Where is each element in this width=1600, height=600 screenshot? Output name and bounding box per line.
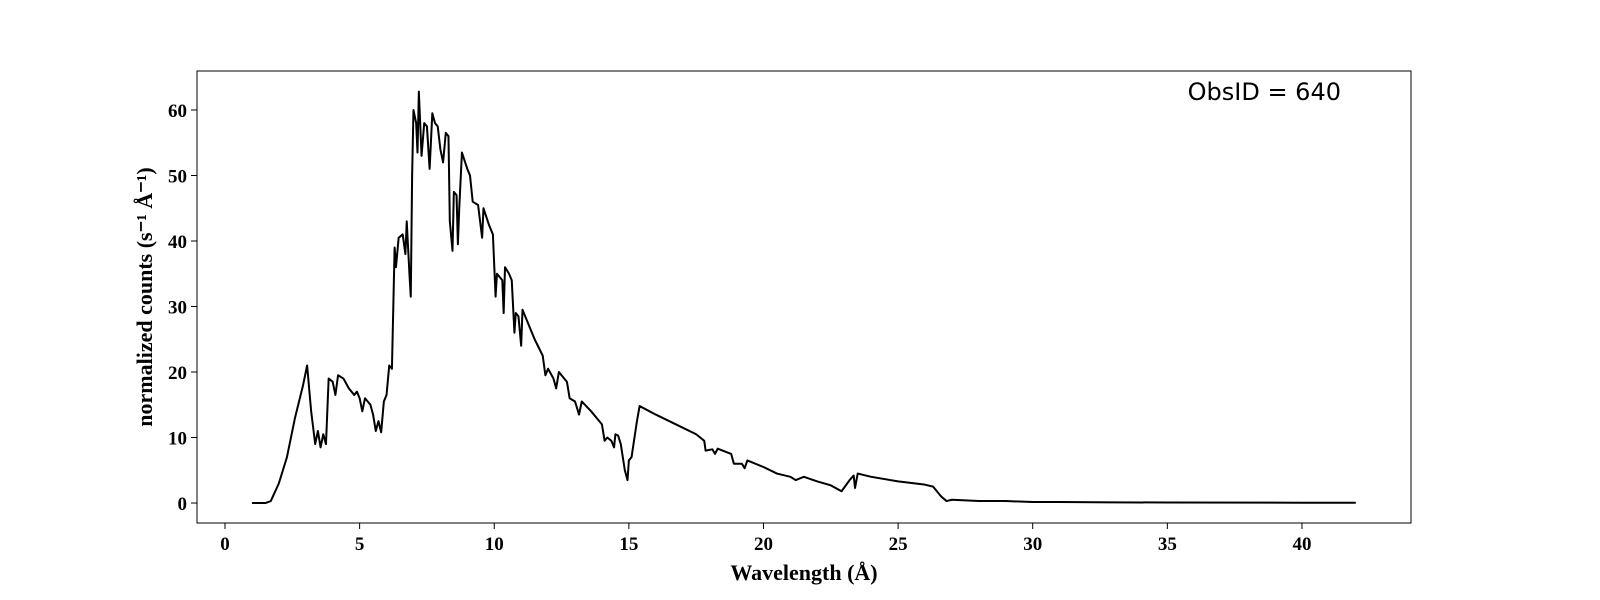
x-tick-label: 0	[220, 534, 230, 555]
y-tick-label: 20	[168, 363, 187, 384]
plot-frame	[196, 70, 1412, 524]
y-axis-label: normalized counts (s⁻¹ Å⁻¹)	[132, 167, 157, 426]
x-tick-label: 25	[889, 534, 908, 555]
y-tick-label: 0	[178, 494, 188, 515]
y-tick-label: 10	[168, 429, 187, 450]
x-tick-label: 35	[1158, 534, 1177, 555]
x-tick-label: 5	[355, 534, 365, 555]
y-tick-label: 60	[168, 101, 187, 122]
x-tick-label: 20	[754, 534, 773, 555]
x-axis-label: Wavelength (Å)	[730, 560, 877, 585]
y-tick-label: 30	[168, 297, 187, 318]
x-tick-label: 10	[485, 534, 504, 555]
x-tick-label: 30	[1023, 534, 1042, 555]
y-tick-label: 50	[168, 166, 187, 187]
x-tick-label: 40	[1292, 534, 1311, 555]
x-tick-label: 15	[619, 534, 638, 555]
annotation: ObsID = 640	[1188, 78, 1341, 106]
y-tick-label: 40	[168, 232, 187, 253]
spectrum-line	[251, 90, 1356, 505]
